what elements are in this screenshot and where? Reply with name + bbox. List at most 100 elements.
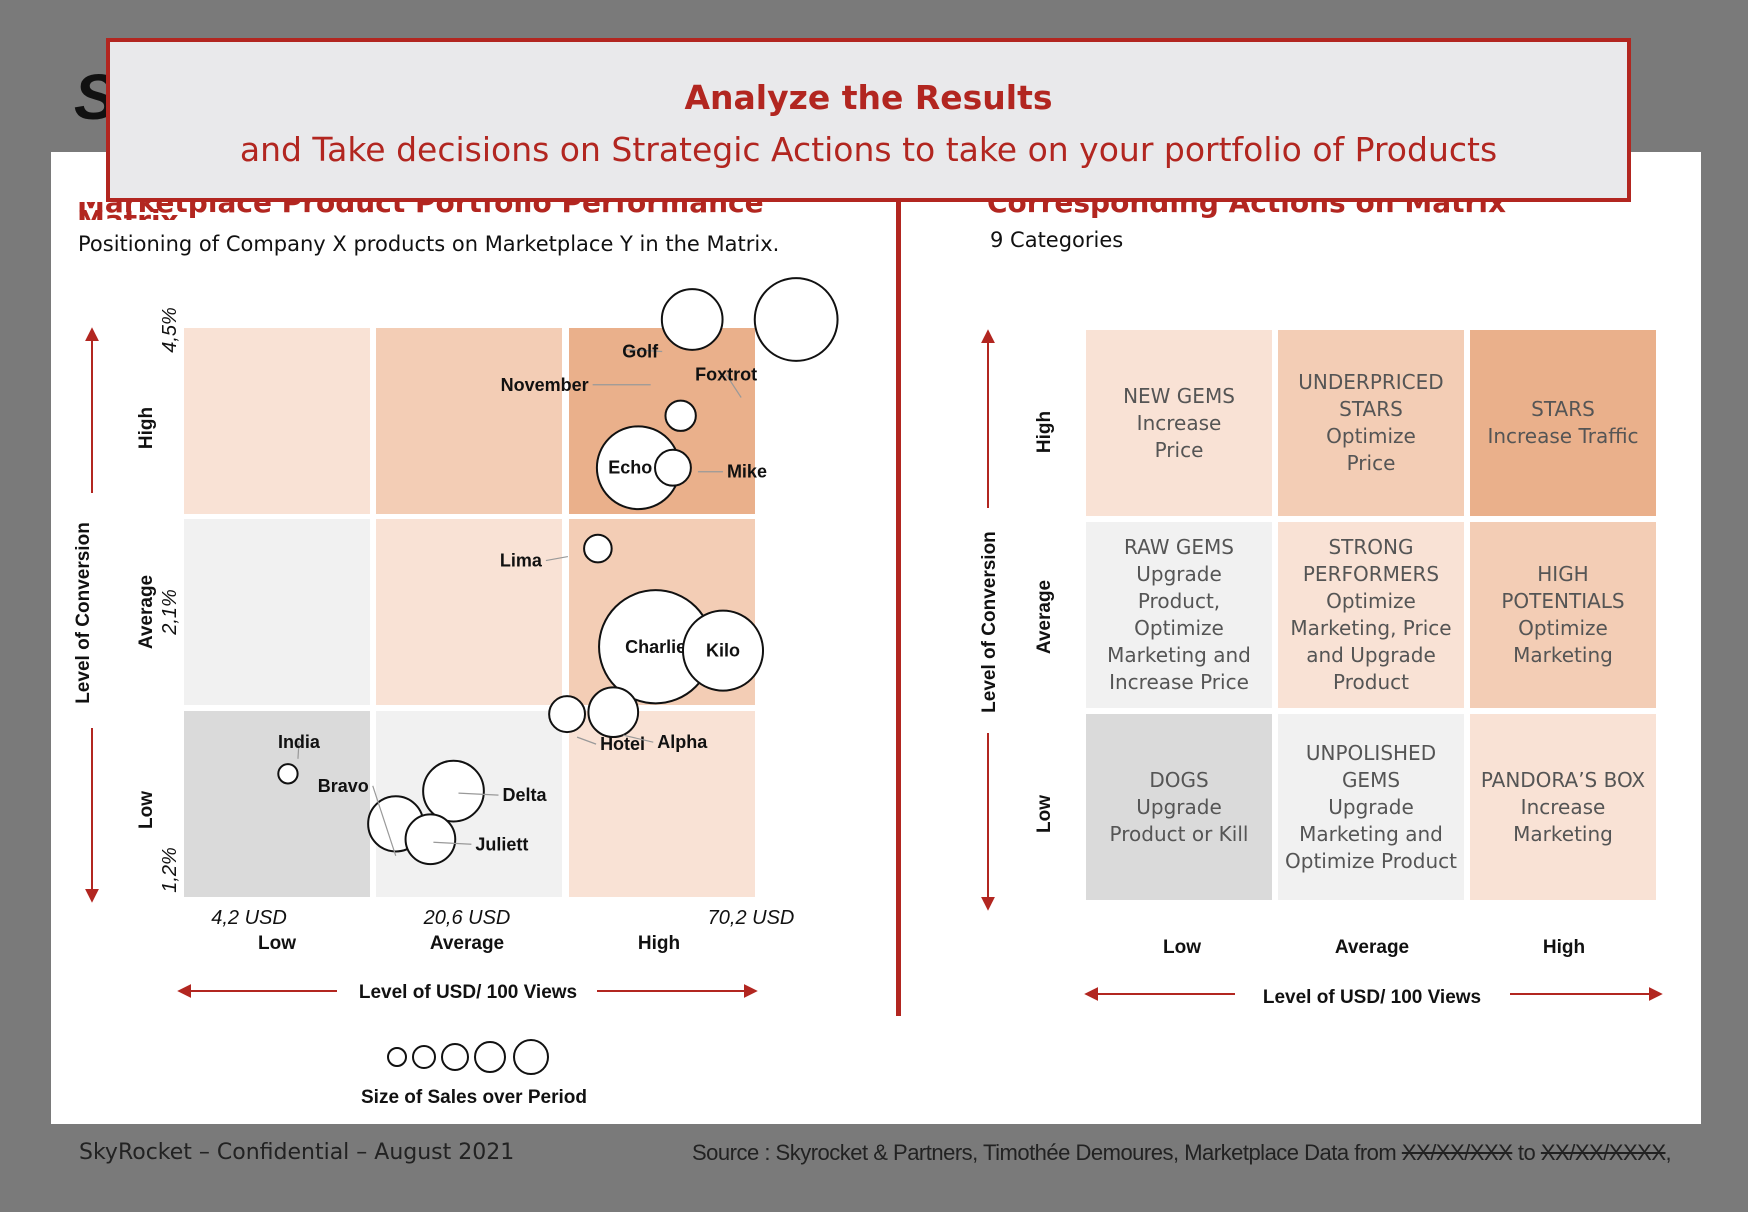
source-date-to: XX/XX/XXXX <box>1540 1140 1666 1165</box>
banner-subtitle: and Take decisions on Strategic Actions … <box>239 130 1498 169</box>
source-prefix: Source : Skyrocket & Partners, Timothée … <box>692 1140 1402 1165</box>
bubble-hotel <box>548 695 587 734</box>
action-cell-bg-1-2 <box>1470 522 1656 708</box>
size-legend-circle-2 <box>412 1045 436 1069</box>
bubble-label-delta: Delta <box>503 785 548 805</box>
x-value-label: 4,2 USD <box>211 907 287 929</box>
bubble-juliett <box>404 813 457 866</box>
y-value-label: 1,2% <box>159 847 181 893</box>
action-cell-text: NEW GEMS Increase Price <box>1123 383 1235 462</box>
x-axis-label: Level of USD/ 100 Views <box>359 982 577 1003</box>
leader-line-golf <box>624 348 663 353</box>
y-level-label: Low <box>136 791 157 829</box>
y-value-label: 4,5% <box>159 307 181 353</box>
source-date-from: XX/XX/XXX <box>1401 1140 1513 1165</box>
bubble-november <box>664 399 697 432</box>
matrix-cell-1-0 <box>184 519 370 705</box>
x-value-label: 70,2 USD <box>708 907 795 929</box>
matrix-cell-2-2 <box>569 711 755 897</box>
bubble-golf <box>660 288 724 351</box>
bubble-label-juliett: Juliett <box>475 834 528 854</box>
bubble-label-lima: Lima <box>500 551 543 571</box>
x-value-label: 20,6 USD <box>423 907 511 929</box>
leader-line-lima <box>545 555 568 562</box>
action-cell-text: DOGS Upgrade Product or Kill <box>1109 767 1249 846</box>
bubble-foxtrot <box>753 277 839 362</box>
panel-divider <box>896 190 901 1016</box>
size-legend-circle-5 <box>513 1039 549 1075</box>
y-level-label: Average <box>136 575 157 649</box>
action-cell-bg-2-2 <box>1470 714 1656 900</box>
bubble-delta <box>422 759 485 823</box>
bubble-label-echo: Echo <box>608 458 652 478</box>
bubble-alpha <box>587 686 640 739</box>
size-legend-label: Size of Sales over Period <box>361 1087 587 1108</box>
action-cell-bg-2-0 <box>1086 714 1272 900</box>
bubble-label-india: India <box>278 732 321 752</box>
bubble-label-golf: Golf <box>622 342 659 362</box>
bubble-label-hotel: Hotel <box>600 734 645 754</box>
leader-line-bravo <box>372 785 397 857</box>
bubble-india <box>277 763 299 785</box>
footer-source: Source : Skyrocket & Partners, Timothée … <box>692 1140 1672 1166</box>
right-x-level-label: High <box>1543 937 1585 958</box>
action-cell-bg-0-0 <box>1086 330 1272 516</box>
leader-line-india <box>297 741 300 759</box>
matrix-cell-0-0 <box>184 328 370 514</box>
size-legend-circle-1 <box>387 1047 407 1067</box>
right-x-axis-label: Level of USD/ 100 Views <box>1263 987 1481 1008</box>
header-banner: Analyze the Results and Take decisions o… <box>106 38 1631 202</box>
leader-line-hotel <box>576 736 597 745</box>
action-cell-bg-1-1 <box>1278 522 1464 708</box>
bubble-label-november: November <box>501 375 589 395</box>
right-panel-subtitle: 9 Categories <box>990 228 1124 252</box>
right-y-level-label: Low <box>1034 795 1055 833</box>
action-cell-bg-0-1 <box>1278 330 1464 516</box>
action-cell-bg-1-0 <box>1086 522 1272 708</box>
action-cell-text: HIGH POTENTIALS Optimize Marketing <box>1501 562 1625 667</box>
x-level-label: Average <box>430 933 504 954</box>
x-level-label: Low <box>258 933 296 954</box>
leader-line-juliett <box>433 841 472 845</box>
bubble-lima <box>583 533 613 564</box>
leader-line-foxtrot <box>725 374 742 398</box>
bubble-mike <box>654 448 692 487</box>
bubble-kilo <box>681 609 765 692</box>
bubble-label-charlie: Charlie <box>625 637 686 657</box>
source-middle: to <box>1512 1140 1541 1165</box>
action-cell-bg-0-2 <box>1470 330 1656 516</box>
bubble-label-kilo: Kilo <box>706 641 740 661</box>
action-cell-text: RAW GEMS Upgrade Product, Optimize Marke… <box>1107 535 1251 694</box>
left-panel-title: Marketplace Product Portfolio Performanc… <box>77 202 764 220</box>
left-panel-subtitle: Positioning of Company X products on Mar… <box>78 232 780 256</box>
action-cell-text: UNDERPRICED STARS Optimize Price <box>1298 370 1444 475</box>
bubble-label-bravo: Bravo <box>318 776 369 796</box>
y-axis-label: Level of Conversion <box>73 522 94 704</box>
right-x-level-label: Low <box>1163 937 1201 958</box>
right-y-level-label: Average <box>1034 580 1055 654</box>
action-cell-text: STARS Increase Traffic <box>1487 397 1639 448</box>
y-level-label: High <box>136 407 157 449</box>
leader-line-alpha <box>623 734 654 743</box>
size-legend-circle-4 <box>474 1041 506 1073</box>
matrix-cell-0-1 <box>376 328 562 514</box>
bubble-label-alpha: Alpha <box>657 732 708 752</box>
right-y-axis-label: Level of Conversion <box>979 531 1000 713</box>
y-value-label: 2,1% <box>159 589 181 636</box>
leader-line-delta <box>458 792 499 796</box>
x-level-label: High <box>638 933 680 954</box>
action-cell-text: STRONG PERFORMERS Optimize Marketing, Pr… <box>1290 535 1452 694</box>
right-panel-title: Corresponding Actions on Matrix <box>987 202 1506 219</box>
source-suffix: , <box>1665 1140 1672 1165</box>
footer-confidential: SkyRocket – Confidential – August 2021 <box>79 1140 515 1165</box>
right-y-level-label: High <box>1034 411 1055 453</box>
banner-title: Analyze the Results <box>684 78 1053 117</box>
bubble-label-foxtrot: Foxtrot <box>695 365 757 385</box>
right-x-level-label: Average <box>1335 937 1409 958</box>
action-cell-text: UNPOLISHED GEMS Upgrade Marketing and Op… <box>1285 740 1457 873</box>
bubble-label-mike: Mike <box>727 462 767 482</box>
action-cell-bg-2-1 <box>1278 714 1464 900</box>
action-cell-text: PANDORA’S BOX Increase Marketing <box>1480 767 1646 846</box>
matrix-cell-2-0 <box>184 711 370 897</box>
